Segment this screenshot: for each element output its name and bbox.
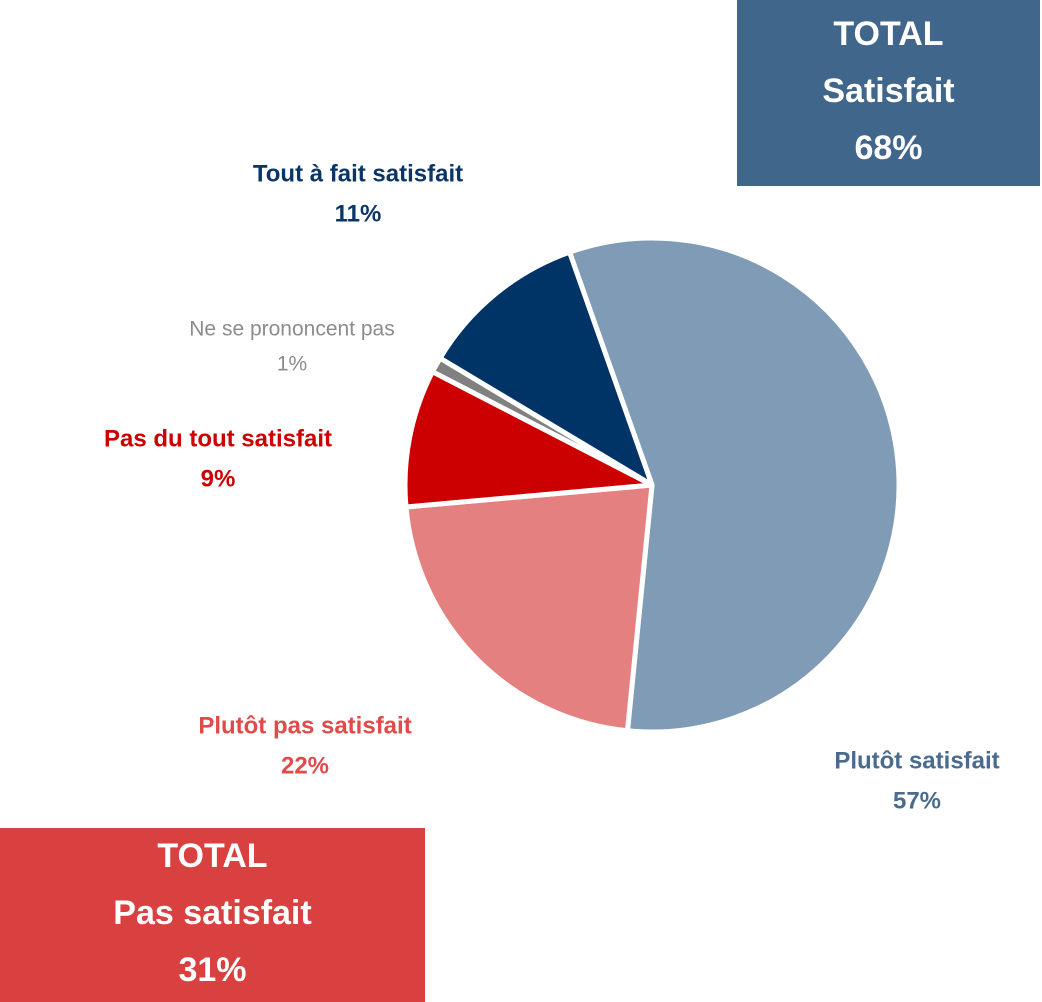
- pie-slice: [403, 482, 655, 734]
- slice-label: Plutôt satisfait: [834, 747, 999, 774]
- slice-label: Tout à fait satisfait: [253, 160, 463, 187]
- slice-value-label: 1%: [277, 353, 307, 376]
- slice-label: Pas du tout satisfait: [104, 425, 332, 452]
- slice-label: Plutôt pas satisfait: [198, 712, 411, 739]
- pie-slice: [402, 369, 655, 510]
- slice-value-label: 9%: [201, 465, 236, 492]
- pie-slice: [567, 235, 902, 735]
- total-box-text: Satisfait: [822, 72, 954, 110]
- total-box-text: 68%: [854, 129, 922, 167]
- total-box-text: Pas satisfait: [113, 894, 311, 932]
- total-box-text: 31%: [178, 951, 246, 989]
- slice-label: Ne se prononcent pas: [189, 318, 394, 341]
- slice-value-label: 57%: [893, 787, 941, 814]
- pie-slice: [437, 249, 655, 488]
- total-box-text: TOTAL: [157, 837, 267, 875]
- total-box-text: TOTAL: [833, 15, 943, 53]
- slice-value-label: 22%: [281, 752, 329, 779]
- slice-value-label: 11%: [335, 200, 382, 227]
- total-box: [737, 0, 1040, 186]
- total-box: [0, 828, 425, 1002]
